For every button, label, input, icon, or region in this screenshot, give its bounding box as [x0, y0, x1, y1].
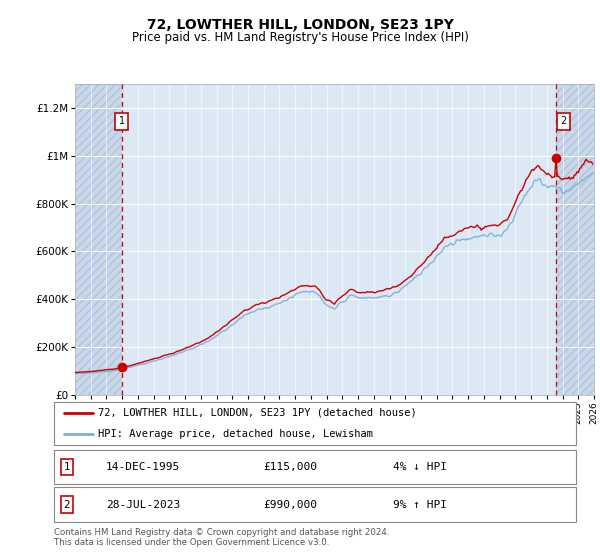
Text: £990,000: £990,000: [263, 500, 317, 510]
Text: 28-JUL-2023: 28-JUL-2023: [106, 500, 181, 510]
Text: 2: 2: [64, 500, 70, 510]
Text: 1: 1: [64, 462, 70, 472]
Text: 4% ↓ HPI: 4% ↓ HPI: [394, 462, 448, 472]
Text: £115,000: £115,000: [263, 462, 317, 472]
Text: Price paid vs. HM Land Registry's House Price Index (HPI): Price paid vs. HM Land Registry's House …: [131, 31, 469, 44]
Text: HPI: Average price, detached house, Lewisham: HPI: Average price, detached house, Lewi…: [98, 429, 373, 439]
Text: 1: 1: [118, 116, 125, 127]
Bar: [75, 84, 122, 395]
Text: 14-DEC-1995: 14-DEC-1995: [106, 462, 181, 472]
Text: 9% ↑ HPI: 9% ↑ HPI: [394, 500, 448, 510]
Text: Contains HM Land Registry data © Crown copyright and database right 2024.
This d: Contains HM Land Registry data © Crown c…: [54, 528, 389, 547]
Text: 2: 2: [560, 116, 567, 127]
Bar: [556, 84, 594, 395]
Text: 72, LOWTHER HILL, LONDON, SE23 1PY: 72, LOWTHER HILL, LONDON, SE23 1PY: [146, 18, 454, 32]
Text: 72, LOWTHER HILL, LONDON, SE23 1PY (detached house): 72, LOWTHER HILL, LONDON, SE23 1PY (deta…: [98, 408, 417, 418]
